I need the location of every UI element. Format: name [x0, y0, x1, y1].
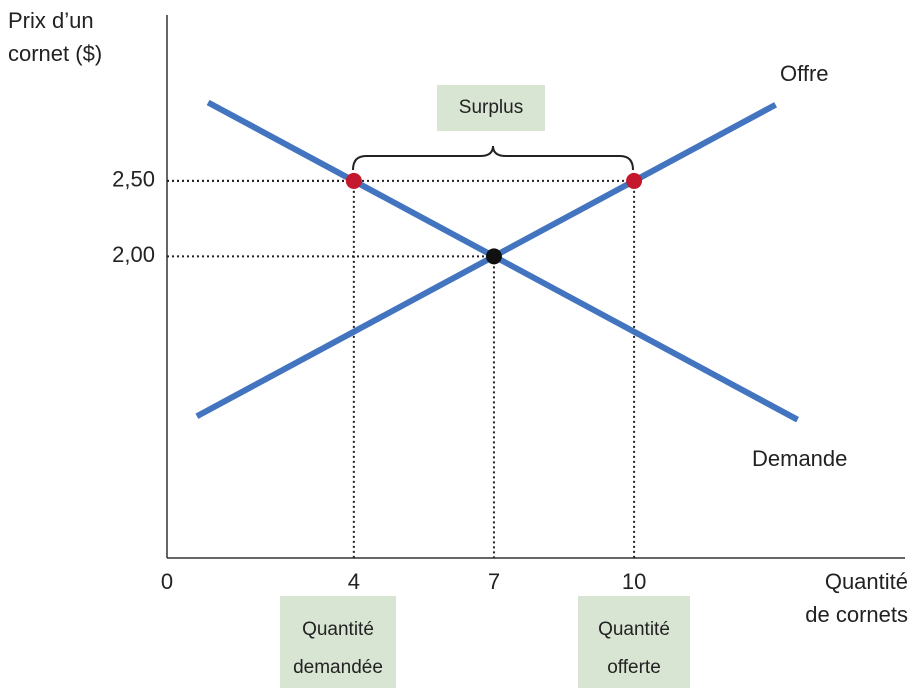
surplus-brace — [352, 145, 634, 171]
annotation: offerte — [607, 657, 661, 678]
line — [206, 99, 799, 423]
line — [195, 102, 778, 419]
y-tick-label: 2,00 — [112, 242, 155, 267]
point — [626, 172, 643, 189]
series-label: Offre — [780, 61, 829, 86]
annotation-box — [578, 596, 690, 688]
y-axis-label: Prix d’un — [8, 8, 94, 33]
y-axis-label: cornet ($) — [8, 41, 102, 66]
x-axis-label: de cornets — [805, 602, 908, 627]
x-tick-label: 10 — [622, 569, 646, 594]
point — [345, 172, 362, 189]
x-axis-label: Quantité — [825, 569, 908, 594]
annotation-box — [280, 596, 396, 688]
y-tick-label: 2,50 — [112, 167, 155, 192]
annotation: Quantité — [302, 619, 374, 640]
x-tick-label: 7 — [488, 569, 500, 594]
series-label: Demande — [752, 446, 847, 471]
annotation: demandée — [293, 657, 383, 678]
annotation-box — [437, 85, 545, 131]
x-tick-label: 4 — [348, 569, 360, 594]
annotation: Surplus — [459, 97, 523, 118]
x-tick-label: 0 — [161, 569, 173, 594]
point — [485, 248, 502, 265]
annotation: Quantité — [598, 619, 670, 640]
